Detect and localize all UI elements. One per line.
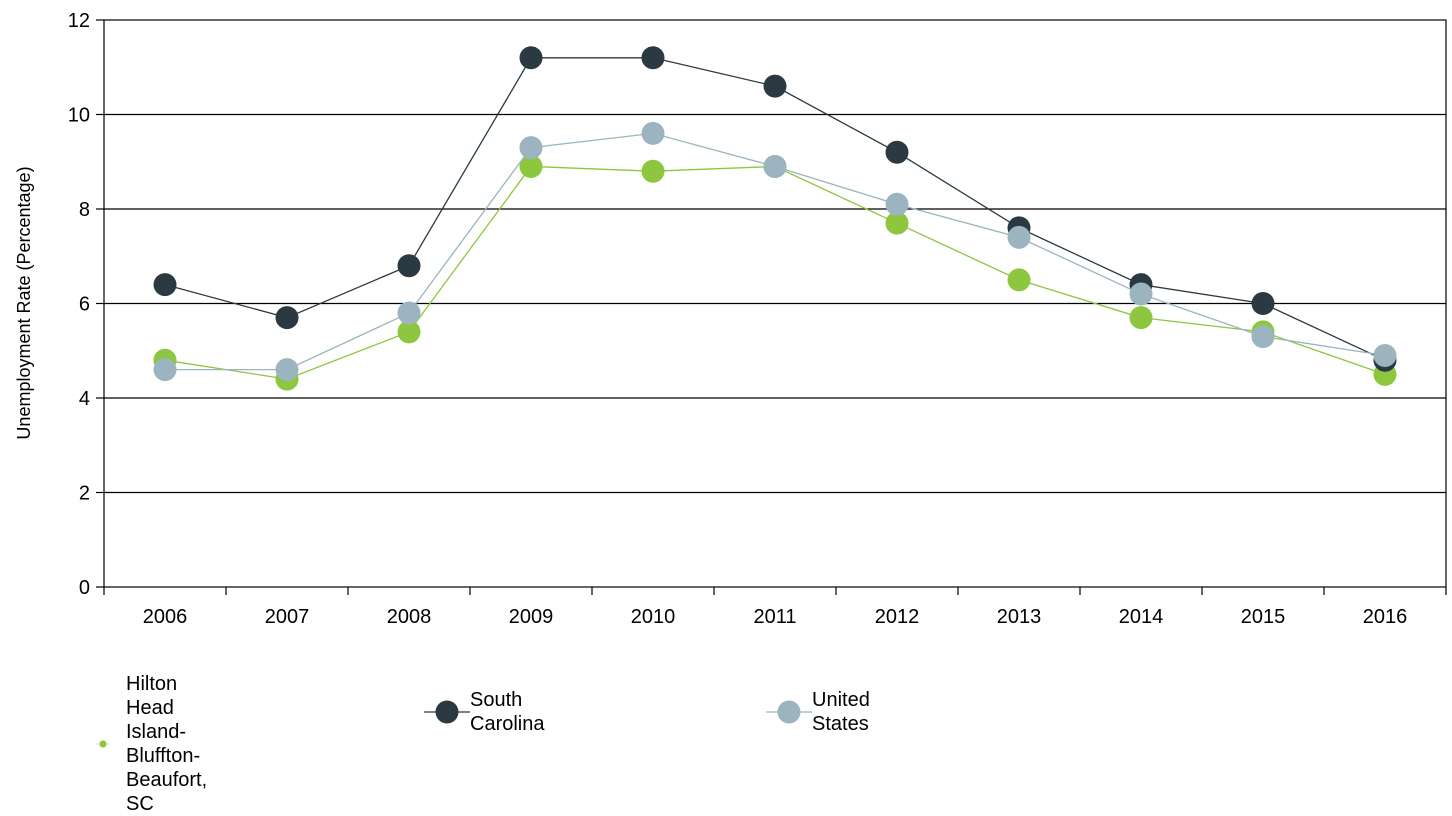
point-united-states-2013	[1007, 225, 1031, 249]
point-hilton-head-2012	[885, 211, 909, 235]
point-hilton-head-2009	[519, 154, 543, 178]
point-hilton-head-2014	[1129, 306, 1153, 330]
point-south-carolina-2007	[275, 306, 299, 330]
point-south-carolina-2008	[397, 254, 421, 278]
point-united-states-2010	[641, 121, 665, 145]
legend-marker-south-carolina	[435, 700, 459, 724]
point-united-states-2006	[153, 358, 177, 382]
legend-label-south-carolina: South Carolina	[470, 689, 545, 735]
point-united-states-2016	[1373, 343, 1397, 367]
y-axis-label: Unemployment Rate (Percentage)	[14, 166, 34, 439]
y-tick-label-8: 8	[79, 199, 90, 221]
legend-item-united-states: United States	[766, 688, 870, 736]
point-south-carolina-2012	[885, 140, 909, 164]
legend-item-south-carolina: South Carolina	[424, 688, 544, 736]
y-tick-labels: 0 2 4 6 8 10 12	[68, 10, 90, 599]
point-south-carolina-2009	[519, 46, 543, 70]
point-united-states-2007	[275, 358, 299, 382]
point-united-states-2011	[763, 154, 787, 178]
series-south-carolina	[153, 46, 1397, 372]
point-united-states-2012	[885, 192, 909, 216]
point-united-states-2014	[1129, 282, 1153, 306]
legend-swatch-south-carolina	[424, 700, 470, 724]
point-south-carolina-2015	[1251, 292, 1275, 315]
gridlines	[96, 19, 1447, 595]
y-tick-label-10: 10	[68, 105, 90, 127]
y-tick-label-4: 4	[79, 388, 90, 410]
legend-marker-united-states	[777, 700, 801, 724]
y-tick-label-0: 0	[79, 577, 90, 599]
x-tick-label-2010: 2010	[631, 606, 676, 628]
x-tick-label-2007: 2007	[265, 606, 310, 628]
y-tick-label-6: 6	[79, 294, 90, 316]
point-south-carolina-2010	[641, 46, 665, 70]
x-tick-label-2008: 2008	[387, 606, 432, 628]
point-united-states-2015	[1251, 325, 1275, 349]
x-tick-label-2015: 2015	[1241, 606, 1286, 628]
y-tick-label-12: 12	[68, 10, 90, 32]
point-hilton-head-2008	[397, 320, 421, 344]
series-line-hilton-head	[164, 165, 1386, 380]
series-hilton-head	[153, 154, 1397, 391]
x-tick-label-2011: 2011	[753, 606, 796, 628]
legend-swatch-hilton-head	[95, 740, 111, 748]
legend-label-hilton-head: Hilton Head Island-Bluffton-Beaufort, SC	[126, 673, 208, 815]
legend-item-hilton-head: Hilton Head Island-Bluffton-Beaufort, SC	[80, 672, 207, 816]
x-tick-label-2012: 2012	[875, 606, 920, 628]
x-tick-labels: 2006 2007 2008 2009 2010 2011 2012 2013 2014 2015…	[143, 606, 1408, 628]
x-tick-label-2014: 2014	[1119, 606, 1164, 628]
y-tick-label-2: 2	[79, 483, 90, 505]
series-united-states	[153, 121, 1397, 382]
point-south-carolina-2011	[763, 74, 787, 98]
x-tick-label-2016: 2016	[1363, 606, 1408, 628]
x-tick-label-2013: 2013	[997, 606, 1042, 628]
point-united-states-2009	[519, 136, 543, 160]
legend-marker-hilton-head	[99, 740, 107, 748]
x-tick-label-2009: 2009	[509, 606, 554, 628]
legend-label-united-states: United States	[812, 689, 870, 735]
point-south-carolina-2006	[153, 273, 177, 297]
point-hilton-head-2010	[641, 159, 665, 183]
series-layer	[153, 46, 1397, 391]
legend-swatch-united-states	[766, 700, 812, 724]
x-tick-label-2006: 2006	[143, 606, 188, 628]
point-united-states-2008	[397, 301, 421, 325]
point-hilton-head-2013	[1007, 268, 1031, 292]
